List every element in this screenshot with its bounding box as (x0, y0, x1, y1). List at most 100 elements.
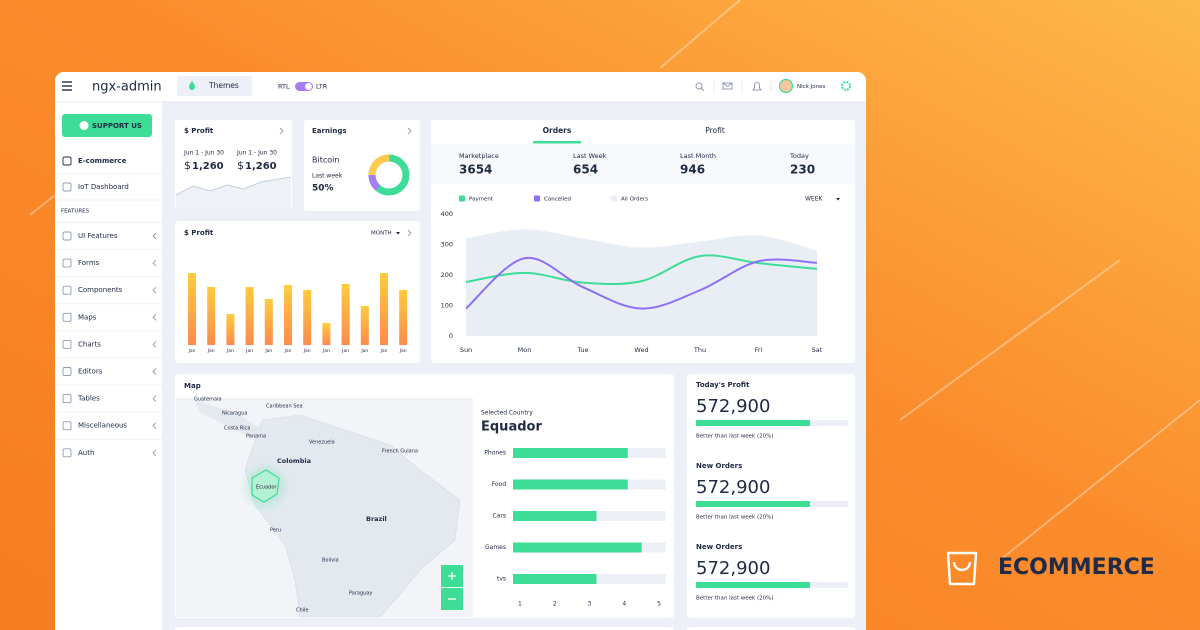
selected-country-shape[interactable] (251, 469, 280, 503)
bar (513, 479, 628, 490)
theme-icon (189, 81, 195, 90)
map-label: Colombia (277, 457, 311, 465)
y-tick-label: Games (485, 544, 506, 551)
earnings-change: 50% (312, 184, 334, 194)
bar (513, 574, 597, 584)
stat-note: Better than last week (20%) (696, 515, 774, 521)
chevron (152, 368, 157, 375)
line (465, 257, 818, 310)
sidebar (55, 102, 162, 630)
bar (380, 273, 388, 345)
tab: Orders (543, 126, 572, 135)
y-tick-label: 200 (441, 271, 453, 279)
themes-button[interactable] (177, 76, 252, 96)
streaks (29, 0, 1200, 561)
chevron (152, 449, 157, 457)
menu-icon (62, 285, 72, 295)
earnings-currency: Bitcoin (312, 156, 339, 165)
x-tick-label: Sat (812, 346, 823, 354)
map-label: Peru (270, 528, 281, 534)
bar (284, 285, 292, 345)
menu-icon (62, 367, 72, 376)
chevron (407, 127, 412, 135)
menu-icon (62, 312, 72, 322)
menu-icon (62, 394, 72, 404)
bar (513, 511, 597, 521)
bar (513, 542, 642, 553)
ltr-label: LTR (316, 83, 328, 91)
amount: 1,260 (192, 161, 224, 172)
x-tick-label: Wed (634, 346, 648, 354)
stat-value: 3654 (459, 163, 492, 177)
menu-item: Tables (77, 395, 100, 403)
currency: $ (184, 159, 191, 172)
sparkline (176, 177, 291, 211)
map-label: Nicaragua (222, 411, 247, 417)
chevron (152, 341, 157, 348)
user-name: Nick Jones (797, 84, 825, 90)
card-title: $ Profit (184, 229, 214, 237)
continent (244, 414, 461, 618)
x-tick-label: Mon (518, 346, 532, 354)
menu-item: Maps (78, 313, 97, 321)
stat-label: Today (789, 152, 809, 160)
map-label: Brazil (366, 515, 387, 523)
progress-bar (696, 501, 810, 507)
line (465, 254, 818, 286)
x-tick-label: Fri (755, 346, 763, 354)
top-bar (55, 72, 866, 102)
menu-section: FEATURES (61, 209, 90, 215)
amount: 1,260 (245, 161, 277, 172)
bar (245, 287, 254, 345)
menu-item: Auth (78, 449, 94, 457)
settings-icon[interactable] (841, 81, 851, 91)
x-tick-label: Sun (460, 346, 472, 354)
menu-icon (62, 182, 72, 192)
github-icon (79, 121, 89, 130)
legend-swatch (611, 195, 617, 202)
bar (303, 290, 312, 345)
stat-title: New Orders (696, 543, 742, 551)
header-icons[interactable] (695, 80, 772, 93)
menu-icon (62, 231, 72, 241)
map-label: Ecuador (256, 485, 277, 491)
stat-note: Better than last week (20%) (696, 434, 774, 440)
zoom-icons (448, 572, 456, 600)
x-tick-label: Jan (399, 348, 407, 354)
y-tick-label: 300 (441, 241, 453, 249)
sparkline-line (175, 176, 292, 196)
earnings-donut (368, 154, 410, 196)
x-tick-label: Jan (380, 348, 388, 354)
map-label: French Guiana (382, 449, 418, 455)
y-tick-label: Phones (484, 450, 506, 457)
legend-swatch (534, 195, 540, 202)
x-tick-label: Jan (264, 348, 272, 354)
support-button[interactable] (62, 114, 152, 137)
bar (322, 323, 331, 345)
x-tick-label: Jan (226, 348, 234, 354)
chevron (152, 313, 157, 321)
y-tick-label: 400 (441, 210, 453, 218)
card-title: $ Profit (184, 127, 214, 135)
map-label: Chile (296, 608, 309, 614)
x-tick-label: 5 (657, 601, 661, 608)
stat-label: Marketplace (459, 152, 499, 160)
menu-icon[interactable] (62, 81, 72, 91)
map-label: Venezuela (309, 440, 335, 446)
y-tick-label: Food (492, 481, 507, 488)
map-label: Paraguay (349, 591, 372, 597)
chevron (152, 395, 157, 402)
tab: Profit (705, 126, 725, 135)
card-title: Map (184, 382, 201, 390)
x-tick-label: Jan (188, 348, 196, 354)
progress-bar (696, 582, 810, 588)
map-label: Costa Rica (224, 426, 250, 432)
x-tick-label: Jan (341, 348, 349, 354)
avatar[interactable] (778, 78, 794, 94)
x-tick-label: 2 (553, 601, 557, 608)
stat-value: 572,900 (696, 477, 770, 498)
currency: $ (237, 159, 244, 172)
card-title: Earnings (312, 127, 347, 135)
stat-title: Today's Profit (696, 381, 750, 389)
